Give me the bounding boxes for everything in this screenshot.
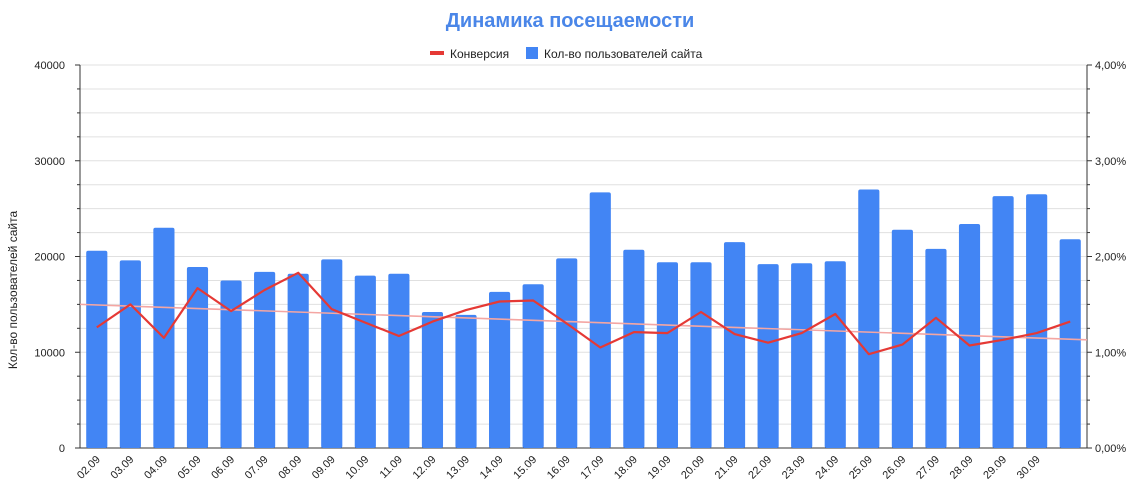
bar: [1026, 194, 1048, 448]
left-tick-label: 0: [59, 443, 65, 455]
bar-series: [86, 189, 1081, 448]
x-tick-label: 29.09: [981, 454, 1009, 482]
axes: [75, 64, 1092, 449]
left-tick-label: 20000: [34, 252, 65, 264]
bar: [489, 291, 511, 448]
bar: [757, 264, 779, 448]
bar: [925, 248, 947, 448]
x-tick-label: 26.09: [881, 454, 909, 482]
x-tick-label: 07.09: [243, 454, 271, 482]
bar: [656, 262, 678, 448]
bar: [589, 192, 611, 448]
bar: [723, 242, 746, 448]
x-tick-label: 02.09: [75, 454, 103, 482]
x-tick-label: 30.09: [1015, 454, 1043, 482]
x-tick-label: 04.09: [142, 454, 170, 482]
bar: [388, 273, 410, 448]
left-tick-label: 40000: [34, 60, 65, 72]
bar: [690, 262, 712, 448]
right-tick-label: 1,00%: [1095, 347, 1126, 359]
bar: [858, 189, 880, 448]
line-series: [96, 271, 1071, 356]
bar: [824, 261, 846, 448]
bar: [220, 280, 242, 448]
right-tick-label: 0,00%: [1095, 443, 1126, 455]
x-tick-label: 16.09: [545, 454, 573, 482]
x-tick-label: 28.09: [948, 454, 976, 482]
bar: [86, 250, 108, 448]
bar: [791, 263, 813, 448]
x-tick-label: 22.09: [746, 454, 774, 482]
x-tick-label: 08.09: [276, 454, 304, 482]
bar: [455, 314, 477, 448]
conversion-trendline: [79, 303, 1088, 341]
right-tick-label: 3,00%: [1095, 156, 1126, 168]
x-tick-label: 13.09: [444, 454, 472, 482]
x-tick-label: 18.09: [612, 454, 640, 482]
x-tick-label: 14.09: [478, 454, 506, 482]
legend: Конверсия Кол-во пользователей сайта: [430, 47, 703, 61]
x-tick-label: 20.09: [679, 454, 707, 482]
bar: [992, 196, 1014, 448]
legend-conversion-swatch: [430, 51, 444, 55]
x-tick-label: 27.09: [914, 454, 942, 482]
left-tick-label: 30000: [34, 156, 65, 168]
bar: [119, 260, 141, 448]
x-tick-label: 05.09: [176, 454, 204, 482]
bar: [421, 312, 444, 448]
left-tick-label: 10000: [34, 347, 65, 359]
x-tick-label: 06.09: [209, 454, 237, 482]
x-tick-label: 24.09: [813, 454, 841, 482]
x-tick-label: 03.09: [109, 454, 137, 482]
grid-lines: [80, 64, 1087, 449]
bar: [556, 258, 578, 448]
x-tick-label: 09.09: [310, 454, 338, 482]
legend-users-swatch: [526, 47, 538, 59]
trendline: [79, 303, 1088, 341]
conversion-line: [96, 271, 1071, 356]
right-tick-label: 2,00%: [1095, 252, 1126, 264]
legend-users-label: Кол-во пользователей сайта: [544, 47, 703, 61]
bar: [522, 284, 544, 448]
bar: [354, 275, 376, 448]
right-tick-label: 4,00%: [1095, 60, 1126, 72]
bar: [891, 229, 913, 448]
bar: [287, 273, 309, 448]
x-tick-label: 15.09: [511, 454, 539, 482]
bar: [623, 249, 645, 448]
x-tick-label: 21.09: [713, 454, 741, 482]
bar: [321, 259, 343, 448]
left-axis-title: Кол-во пользователей сайта: [6, 211, 20, 370]
x-tick-label: 25.09: [847, 454, 875, 482]
bar: [1059, 239, 1081, 448]
bar: [186, 267, 209, 448]
x-tick-label: 19.09: [646, 454, 674, 482]
x-tick-label: 23.09: [780, 454, 808, 482]
x-tick-label: 11.09: [378, 454, 405, 481]
bar: [254, 271, 276, 448]
x-tick-label: 17.09: [578, 454, 606, 482]
legend-conversion-label: Конверсия: [450, 47, 509, 61]
x-tick-label: 12.09: [411, 454, 439, 482]
chart-title: Динамика посещаемости: [446, 10, 695, 32]
x-tick-label: 10.09: [343, 454, 371, 482]
